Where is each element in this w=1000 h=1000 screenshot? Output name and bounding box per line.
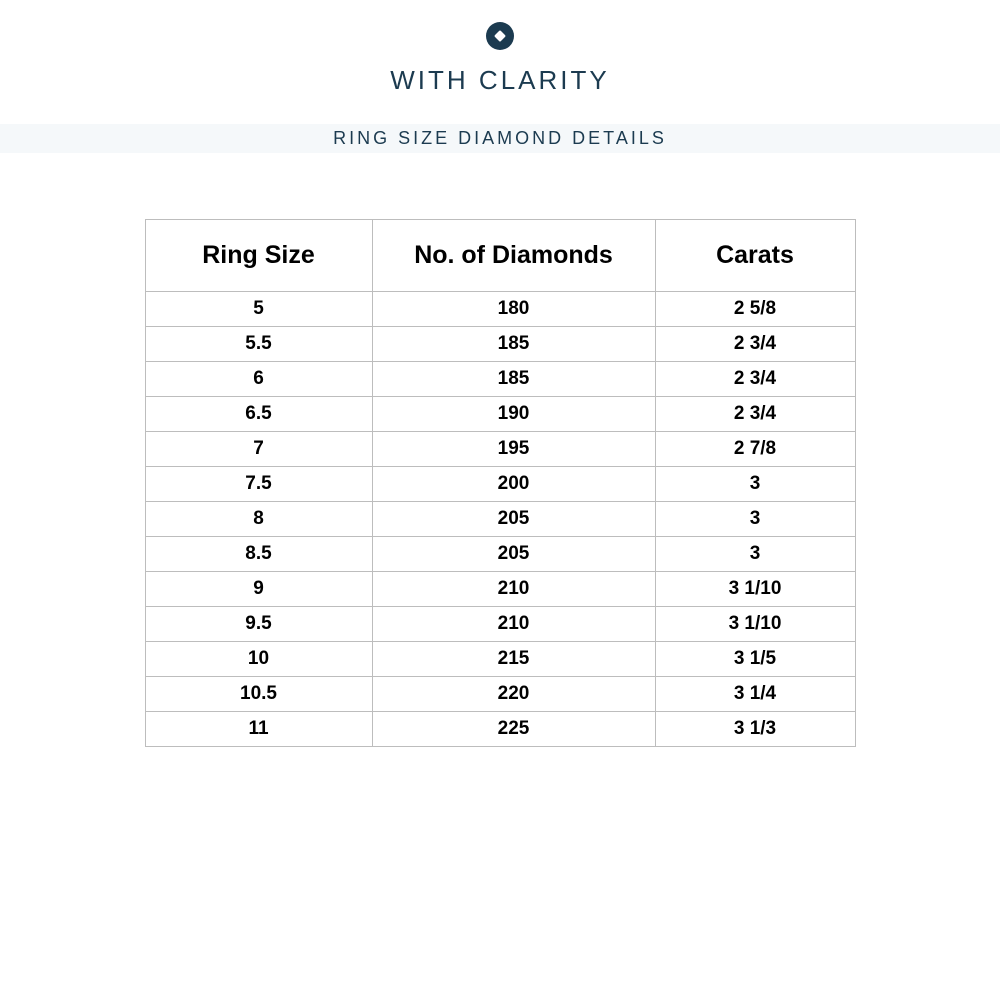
column-header-no-of-diamonds: No. of Diamonds [371, 219, 656, 292]
cell-no-of-diamonds: 205 [371, 536, 656, 572]
table-row: 8 205 3 [144, 501, 856, 537]
table-row: 5 180 2 5/8 [144, 291, 856, 327]
cell-carats: 3 1/10 [654, 571, 856, 607]
cell-carats: 3 [654, 536, 856, 572]
cell-carats: 3 1/10 [654, 606, 856, 642]
table-row: 7 195 2 7/8 [144, 431, 856, 467]
cell-carats: 2 3/4 [654, 326, 856, 362]
cell-no-of-diamonds: 205 [371, 501, 656, 537]
table-row: 10.5 220 3 1/4 [144, 676, 856, 712]
cell-carats: 3 1/5 [654, 641, 856, 677]
cell-ring-size: 8.5 [144, 536, 373, 572]
cell-no-of-diamonds: 185 [371, 361, 656, 397]
cell-no-of-diamonds: 190 [371, 396, 656, 432]
table-row: 6 185 2 3/4 [144, 361, 856, 397]
cell-ring-size: 9.5 [144, 606, 373, 642]
cell-no-of-diamonds: 220 [371, 676, 656, 712]
cell-no-of-diamonds: 200 [371, 466, 656, 502]
cell-no-of-diamonds: 180 [371, 291, 656, 327]
table-row: 7.5 200 3 [144, 466, 856, 502]
cell-no-of-diamonds: 210 [371, 571, 656, 607]
column-header-carats: Carats [654, 219, 856, 292]
ring-size-diamond-table: Ring Size No. of Diamonds Carats 5 180 2 5/8… [144, 219, 856, 747]
table-row: 8.5 205 3 [144, 536, 856, 572]
table-row: 10 215 3 1/5 [144, 641, 856, 677]
table-row: 11 225 3 1/3 [144, 711, 856, 747]
cell-ring-size: 5.5 [144, 326, 373, 362]
cell-carats: 3 [654, 466, 856, 502]
table-head: Ring Size No. of Diamonds Carats [144, 219, 856, 292]
cell-carats: 2 3/4 [654, 396, 856, 432]
cell-no-of-diamonds: 185 [371, 326, 656, 362]
cell-ring-size: 8 [144, 501, 373, 537]
cell-no-of-diamonds: 215 [371, 641, 656, 677]
cell-no-of-diamonds: 195 [371, 431, 656, 467]
banner-title: RING SIZE DIAMOND DETAILS [333, 128, 667, 148]
table-header-row: Ring Size No. of Diamonds Carats [144, 219, 856, 292]
cell-ring-size: 7.5 [144, 466, 373, 502]
cell-carats: 2 7/8 [654, 431, 856, 467]
cell-ring-size: 9 [144, 571, 373, 607]
cell-carats: 3 [654, 501, 856, 537]
table-row: 6.5 190 2 3/4 [144, 396, 856, 432]
table-row: 5.5 185 2 3/4 [144, 326, 856, 362]
brand-name: WITH CLARITY [390, 65, 610, 95]
table-body: 5 180 2 5/8 5.5 185 2 3/4 6 185 2 3/4 6.5 190 2 3/4… [144, 291, 856, 747]
cell-ring-size: 6 [144, 361, 373, 397]
cell-ring-size: 10.5 [144, 676, 373, 712]
cell-carats: 3 1/3 [654, 711, 856, 747]
brand-logo: WITH CLARITY [0, 0, 1000, 96]
cell-ring-size: 6.5 [144, 396, 373, 432]
cell-no-of-diamonds: 210 [371, 606, 656, 642]
cell-ring-size: 11 [144, 711, 373, 747]
cell-ring-size: 7 [144, 431, 373, 467]
table-row: 9 210 3 1/10 [144, 571, 856, 607]
cell-carats: 3 1/4 [654, 676, 856, 712]
cell-carats: 2 5/8 [654, 291, 856, 327]
cell-carats: 2 3/4 [654, 361, 856, 397]
table-row: 9.5 210 3 1/10 [144, 606, 856, 642]
cell-no-of-diamonds: 225 [371, 711, 656, 747]
cell-ring-size: 10 [144, 641, 373, 677]
cell-ring-size: 5 [144, 291, 373, 327]
diamond-in-circle-icon [485, 21, 515, 51]
column-header-ring-size: Ring Size [144, 219, 373, 292]
section-banner: RING SIZE DIAMOND DETAILS [0, 124, 1000, 153]
